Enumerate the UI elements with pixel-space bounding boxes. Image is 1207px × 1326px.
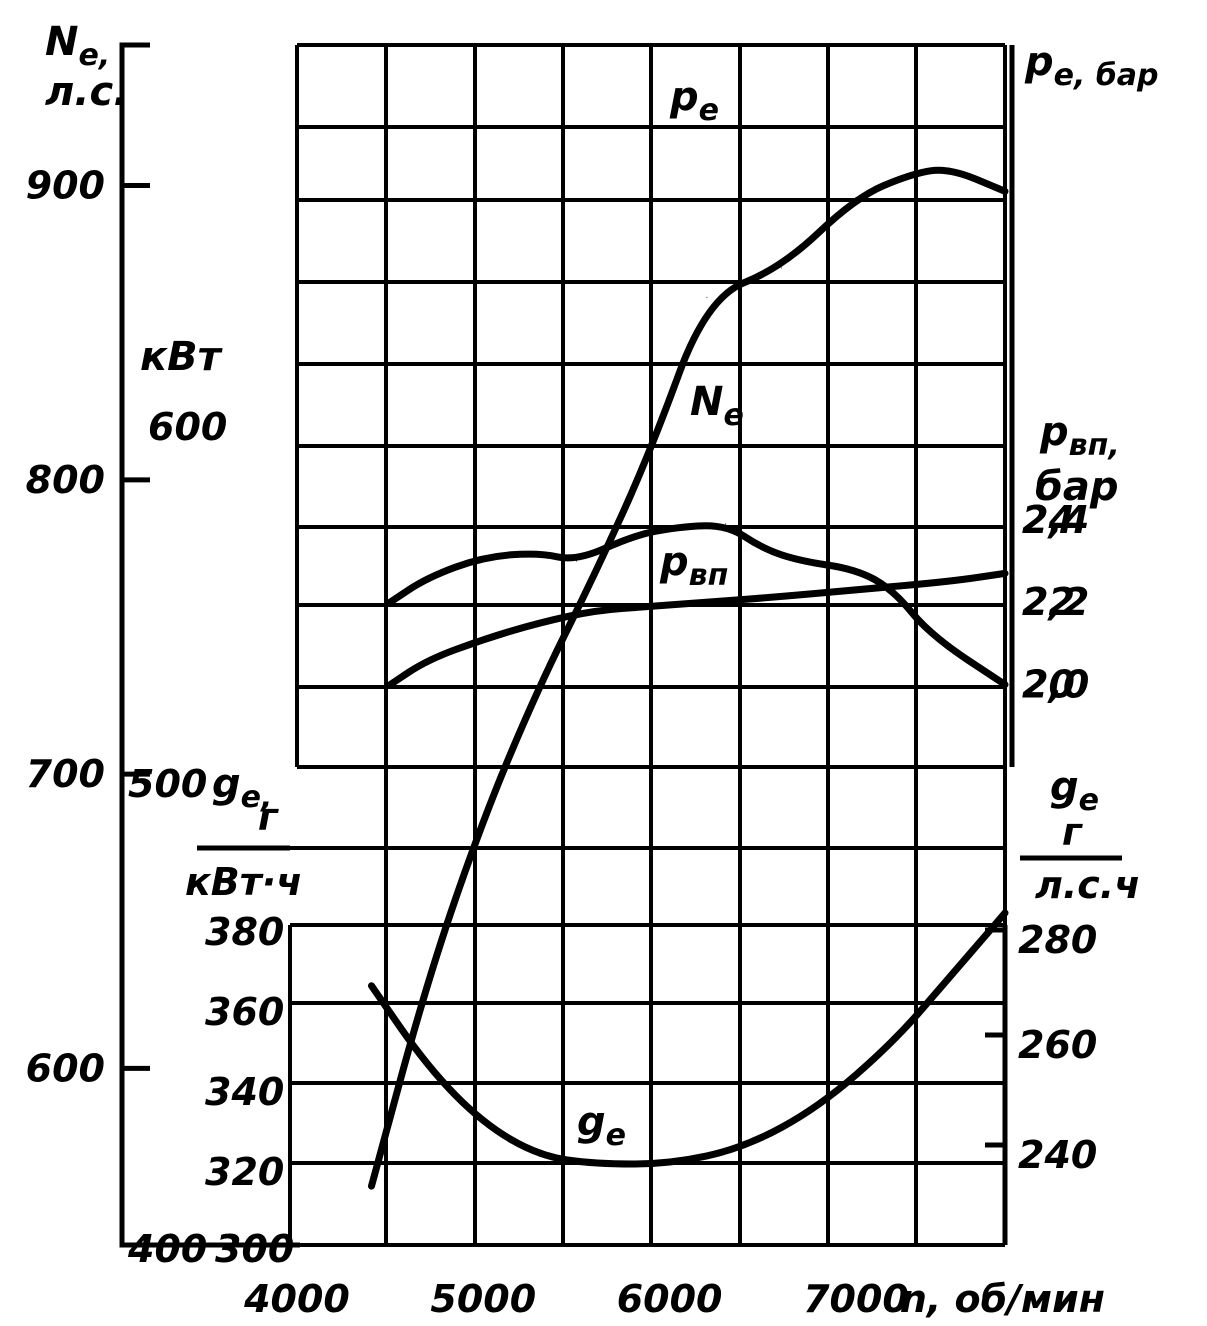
ge-left-unit-bottom: кВт·ч: [185, 860, 302, 904]
ge-right-unit-bottom: л.с.ч: [1035, 863, 1140, 907]
pe-curve-label: pе: [669, 74, 719, 128]
pe-tick-label: 22: [1022, 580, 1075, 624]
pe-point: [1004, 684, 1006, 686]
ne-point: [426, 979, 428, 981]
ne-point: [594, 573, 596, 575]
ge-point: [892, 1042, 894, 1043]
pvp-axis-title: pвп,: [1039, 409, 1120, 463]
ne-axis-unit: л.с.: [45, 69, 128, 115]
ge-point: [482, 1123, 484, 1124]
pvp-point: [855, 589, 857, 591]
ne-point: [1004, 190, 1006, 192]
ne-curve: [368, 166, 1009, 1190]
ge-left-unit-top: г: [258, 795, 279, 839]
ne-point: [948, 167, 950, 169]
ne-point: [538, 685, 540, 687]
pe-point: [389, 601, 391, 603]
ge-kwh-tick-label: 340: [205, 1070, 284, 1114]
ge-point: [426, 1066, 428, 1068]
ge-hph-tick-label: 280: [1018, 918, 1097, 962]
ne-axis-title: Nе,: [45, 19, 110, 73]
ne-point: [855, 196, 857, 198]
ge-point: [371, 985, 373, 987]
pvp-point: [538, 622, 540, 624]
pe-tick-label: 20: [1022, 663, 1075, 707]
pvp-point: [706, 601, 708, 603]
ge-point: [594, 1163, 596, 1165]
x-tick-label: 5000: [430, 1277, 536, 1321]
pvp-point: [482, 638, 484, 640]
pvp-tick-label: 2,0: [1022, 663, 1089, 707]
x-tick-label: 4000: [243, 1277, 350, 1321]
pe-curve: [386, 522, 1009, 689]
axes: [119, 42, 1122, 1248]
ne-hp-tick-label: 800: [26, 458, 105, 502]
ge-point: [538, 1155, 540, 1157]
pe-point: [482, 556, 484, 558]
x-axis-title: n, об/мин: [900, 1277, 1105, 1321]
ge-point: [1004, 912, 1006, 914]
ne-point: [706, 296, 708, 298]
pe-point: [631, 535, 633, 537]
ne-point: [911, 173, 913, 175]
ge-point: [743, 1147, 745, 1149]
pe-axis-title: pе, бар: [1024, 39, 1159, 93]
pe-point: [762, 548, 764, 550]
pvp-tick-label: 2,4: [1022, 498, 1089, 542]
pvp-curve: [386, 569, 1009, 689]
pe-point: [725, 523, 727, 525]
pe-point: [426, 576, 428, 578]
left-axis-ne: [119, 42, 300, 1248]
pe-tick-label: 24: [1022, 498, 1075, 542]
ge-kwh-tick-label: 360: [205, 990, 284, 1034]
ge-curve-label: gе: [577, 1099, 626, 1153]
pvp-point: [948, 581, 950, 583]
ge-point: [669, 1163, 671, 1165]
ge-point: [818, 1106, 820, 1108]
pvp-point: [594, 609, 596, 611]
ne-hp-tick-label: 600: [26, 1046, 105, 1090]
ge-curve: [368, 909, 1009, 1168]
pvp-curve-label: pвп: [659, 539, 728, 593]
ge-kwh-tick-label: 380: [205, 910, 284, 954]
ne-point: [371, 1185, 373, 1187]
ne-kw-tick-label: 500: [128, 762, 207, 806]
x-tick-label: 7000: [803, 1277, 909, 1321]
ne-hp-tick-label: 900: [26, 164, 105, 208]
pvp-point: [389, 684, 391, 686]
ne-hp-tick-label: 700: [26, 752, 105, 796]
pvp-point: [1004, 572, 1006, 574]
pe-point: [575, 560, 577, 562]
ge-kwh-tick-label: 300: [215, 1227, 294, 1271]
x-tick-label: 6000: [617, 1277, 723, 1321]
ge-kwh-tick-label: 320: [205, 1150, 284, 1194]
ne-curve-label: Nе: [690, 379, 744, 433]
ge-right-unit-top: г: [1062, 810, 1083, 854]
text-labels: 900800700600Nе,л.с.кВт600500400gе,гкВт·ч…: [26, 19, 1159, 1321]
ge-hph-tick-label: 260: [1018, 1023, 1097, 1067]
pvp-axis-unit: бар: [1035, 464, 1119, 510]
pe-point: [538, 552, 540, 554]
pe-point: [929, 634, 931, 636]
pvp-point: [762, 597, 764, 599]
ne-point: [780, 267, 782, 269]
pe-point: [669, 527, 671, 529]
ge-hph-tick-label: 240: [1018, 1133, 1097, 1177]
ne-point: [650, 449, 652, 451]
data-curves: [368, 166, 1009, 1190]
pvp-tick-label: 2,2: [1022, 580, 1089, 624]
ne-kw-tick-label: 600: [148, 405, 227, 449]
ne-kw-unit: кВт: [140, 334, 224, 380]
ge-point: [948, 977, 950, 979]
grid-lines: [288, 43, 1007, 1250]
pvp-point: [650, 605, 652, 607]
pvp-point: [426, 659, 428, 661]
pe-point: [855, 568, 857, 570]
ne-point: [482, 817, 484, 819]
pe-point: [799, 560, 801, 562]
ne-kw-tick-label: 400: [127, 1227, 207, 1271]
